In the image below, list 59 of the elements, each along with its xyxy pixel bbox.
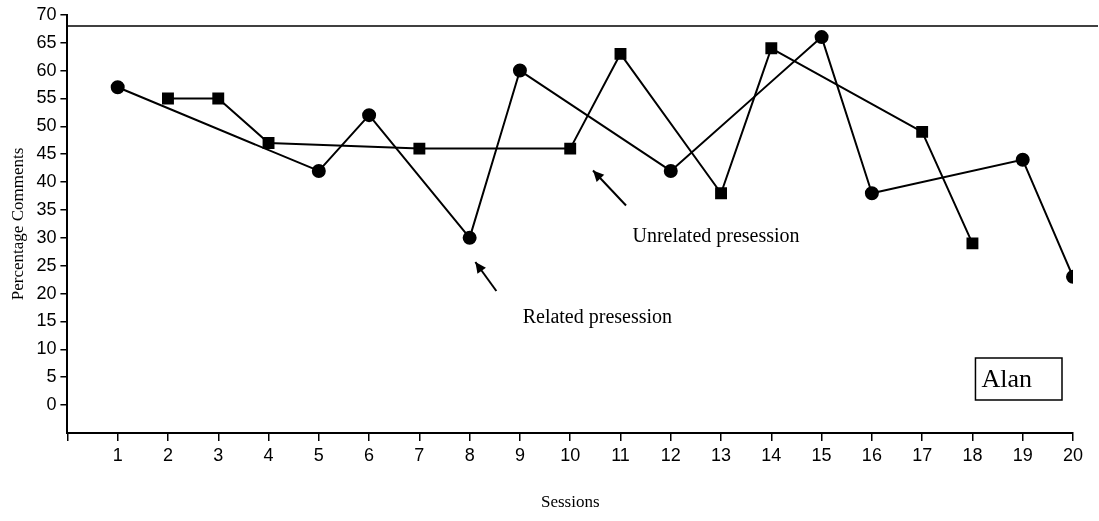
x-tick-label: 3 [213, 444, 224, 465]
annotation: Alan [981, 363, 1033, 393]
y-tick-label: 10 [36, 338, 57, 359]
x-tick-label: 1 [112, 444, 123, 465]
point [715, 187, 727, 200]
point [663, 163, 678, 178]
x-tick-label: 19 [1012, 444, 1033, 465]
y-tick-label: 25 [36, 254, 57, 275]
x-tick-label: 18 [962, 444, 983, 465]
point [311, 163, 326, 178]
x-tick-label: 20 [1062, 444, 1084, 465]
x-tick-label: 17 [912, 444, 933, 465]
point [512, 63, 527, 78]
x-tick-label: 14 [761, 444, 782, 465]
x-tick-label: 9 [514, 444, 525, 465]
point [362, 108, 377, 123]
x-tick-label: 4 [263, 444, 274, 465]
y-tick-label: 5 [46, 366, 57, 387]
x-tick-label: 13 [711, 444, 732, 465]
x-tick-label: 5 [313, 444, 324, 465]
y-tick-label: 45 [36, 143, 57, 164]
y-tick-label: 55 [36, 87, 57, 108]
point [110, 80, 125, 95]
y-tick-label: 20 [36, 282, 57, 303]
x-tick-label: 2 [162, 444, 173, 465]
x-tick-label: 16 [861, 444, 882, 465]
y-tick-label: 15 [36, 310, 57, 331]
point [462, 230, 477, 245]
x-tick-label: 6 [364, 444, 375, 465]
x-tick-label: 7 [414, 444, 425, 465]
y-axis-title: Percentage Comments [7, 147, 27, 301]
point [765, 42, 778, 55]
point [1015, 152, 1030, 167]
point [864, 186, 879, 201]
y-tick-label: 60 [36, 59, 57, 80]
x-axis-title: Sessions [540, 492, 600, 512]
annotation: Unrelated presession [632, 223, 800, 247]
x-tick-label: 12 [660, 444, 681, 465]
y-tick-label: 0 [46, 394, 57, 415]
point [413, 142, 426, 155]
point [162, 92, 174, 105]
x-tick-label: 15 [811, 444, 832, 465]
y-tick-label: 70 [36, 3, 57, 24]
point [212, 92, 225, 105]
x-tick-label: 8 [464, 444, 475, 465]
point [564, 142, 577, 155]
y-tick-label: 30 [36, 226, 57, 247]
point [814, 30, 829, 45]
point [916, 125, 929, 138]
point [966, 237, 979, 250]
x-tick-label: 11 [611, 444, 630, 465]
annotation: Related presession [522, 305, 673, 329]
y-tick-label: 50 [36, 115, 57, 136]
x-tick-label: 10 [560, 444, 581, 465]
y-tick-label: 35 [36, 198, 57, 219]
point [614, 47, 627, 60]
point [262, 137, 275, 149]
y-tick-label: 40 [36, 171, 57, 192]
y-tick-label: 65 [36, 31, 57, 52]
